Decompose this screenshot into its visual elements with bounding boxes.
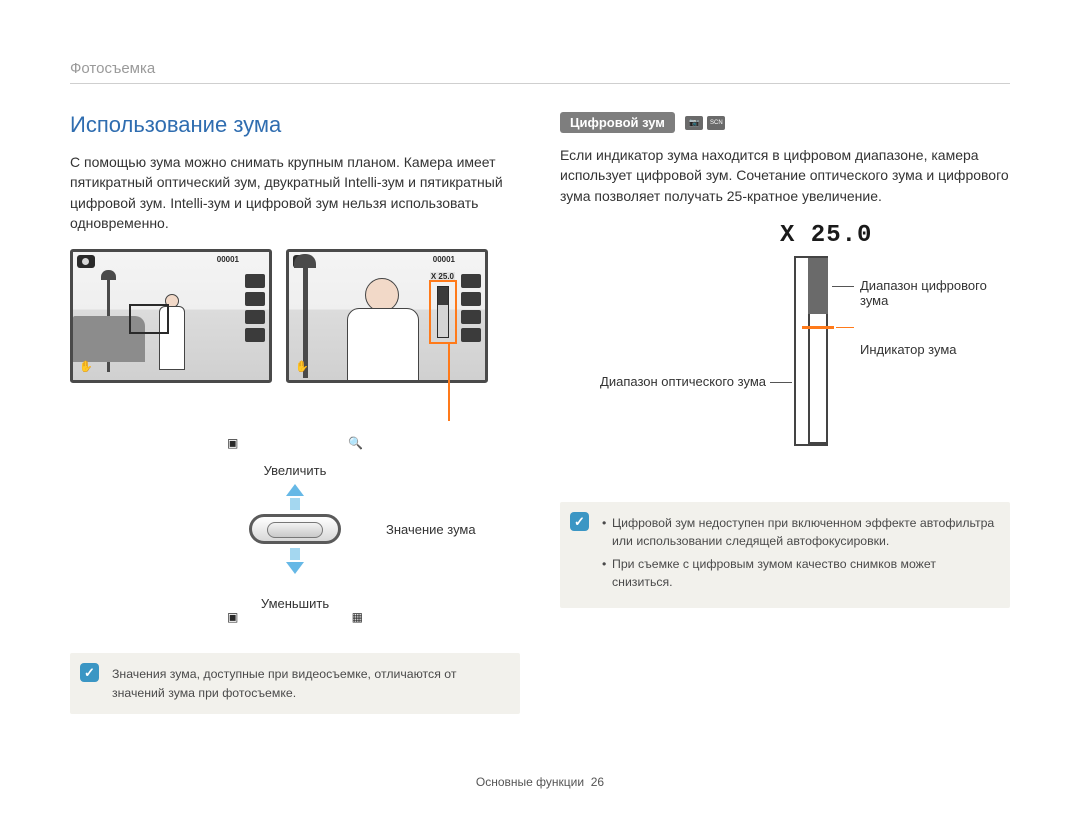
arrow-up-icon — [286, 484, 304, 496]
footer-section: Основные функции — [476, 775, 584, 789]
flash-icon — [461, 310, 481, 324]
res-icon — [245, 274, 265, 288]
camera-preview-row: 00001 ✋ — [70, 249, 520, 383]
indicator-label: Индикатор зума — [860, 342, 957, 357]
page-footer: Основные функции 26 — [0, 775, 1080, 789]
arrow-stem — [290, 548, 300, 560]
digital-zoom-pill: Цифровой зум — [560, 112, 675, 133]
subheading-row: Цифровой зум 📷 SCN — [560, 112, 1010, 133]
person-head — [365, 278, 399, 312]
footer-page: 26 — [591, 775, 604, 789]
note-icon: ✓ — [570, 512, 589, 531]
zoom-in-label: Увеличить — [247, 463, 343, 478]
res-icon — [461, 274, 481, 288]
quality-icon — [245, 292, 265, 306]
zoom-range-diagram: X 25.0 Диапазон цифрового зума Индикатор… — [560, 222, 1010, 462]
stabilize-icon: ✋ — [77, 360, 95, 376]
stabilize-icon: ✋ — [293, 360, 311, 376]
note-box-right: ✓ Цифровой зум недоступен при включенном… — [560, 502, 1010, 608]
flash-icon — [245, 310, 265, 324]
note-list: Цифровой зум недоступен при включенном э… — [602, 514, 996, 592]
mode-icons: 📷 SCN — [685, 116, 725, 130]
note-item: Цифровой зум недоступен при включенном э… — [602, 514, 996, 551]
leader-line — [832, 286, 854, 287]
intro-right: Если индикатор зума находится в цифровом… — [560, 145, 1010, 206]
zoom-out-label: Уменьшить — [247, 596, 343, 611]
callout-line — [448, 343, 450, 421]
timer-icon — [245, 328, 265, 342]
focus-rect — [129, 304, 169, 334]
zoom-lever — [249, 514, 341, 544]
optical-range-label: Диапазон оптического зума — [574, 374, 766, 389]
breadcrumb: Фотосъемка — [70, 60, 1010, 84]
preview-side-icons — [461, 274, 481, 342]
section-title: Использование зума — [70, 112, 520, 138]
wide-icon: ▣ — [227, 436, 238, 450]
photo-mode-icon: 📷 — [685, 116, 703, 130]
right-column: Цифровой зум 📷 SCN Если индикатор зума н… — [560, 112, 1010, 714]
zoom-indicator — [802, 326, 834, 329]
arrow-down-icon — [286, 562, 304, 574]
preview-side-icons — [245, 274, 265, 342]
digital-zoom-range — [808, 258, 828, 314]
timer-icon — [461, 328, 481, 342]
x25-label: X 25.0 — [780, 222, 872, 249]
preview-counter: 00001 — [217, 255, 239, 264]
note-item: При съемке с цифровым зумом качество сни… — [602, 555, 996, 592]
arrow-stem — [290, 498, 300, 510]
wide-icon: ▣ — [227, 610, 238, 624]
left-column: Использование зума С помощью зума можно … — [70, 112, 520, 714]
note-icon: ✓ — [80, 663, 99, 682]
lamp-head — [101, 270, 116, 280]
zoom-indicator-box — [429, 280, 457, 344]
zoom-lever-diagram: Увеличить ▣ 🔍 ▣ ▦ Уменьшить — [70, 463, 520, 633]
thumb-icon: ▦ — [352, 610, 363, 624]
intro-left: С помощью зума можно снимать крупным пла… — [70, 152, 520, 233]
preview-counter: 00001 — [433, 255, 455, 264]
digital-range-label: Диапазон цифрового зума — [860, 278, 1010, 308]
preview-top-bar: 00001 — [293, 255, 481, 264]
note-text: Значения зума, доступные при видеосъемке… — [112, 667, 456, 699]
leader-line — [836, 327, 854, 328]
camera-preview-zoomed: 00001 X 25.0 ✋ — [286, 249, 488, 383]
leader-line — [770, 382, 792, 383]
lamp-head — [294, 254, 316, 268]
tele-icon: 🔍 — [348, 436, 363, 450]
zoom-fill — [438, 287, 448, 305]
content-columns: Использование зума С помощью зума можно … — [70, 112, 1010, 714]
quality-icon — [461, 292, 481, 306]
zoom-bar — [437, 286, 449, 338]
person-body — [347, 308, 419, 383]
scene-mode-icon: SCN — [707, 116, 725, 130]
note-box-left: ✓ Значения зума, доступные при видеосъем… — [70, 653, 520, 714]
camera-preview-wide: 00001 ✋ — [70, 249, 272, 383]
preview-top-bar: 00001 — [77, 255, 265, 264]
